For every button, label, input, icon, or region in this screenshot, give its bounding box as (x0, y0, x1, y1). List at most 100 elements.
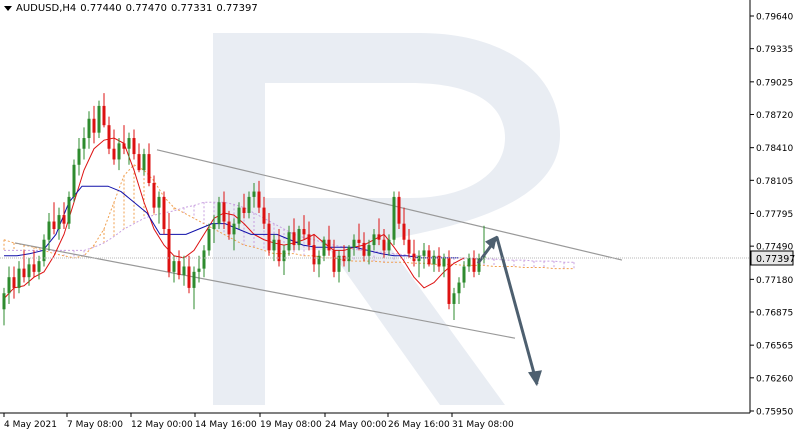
candle-body (227, 221, 231, 235)
candle-body (72, 164, 76, 197)
candle-body (187, 266, 191, 288)
dropdown-triangle-icon[interactable] (4, 5, 12, 11)
candle-body (362, 242, 366, 256)
candle-body (372, 234, 376, 246)
candle-body (472, 257, 476, 272)
candle-body (292, 232, 296, 246)
candle-body (212, 223, 216, 230)
close-value: 0.77397 (216, 3, 258, 14)
candle-body (242, 207, 246, 213)
high-value: 0.77470 (125, 3, 168, 14)
candle-body (452, 293, 456, 304)
open-value: 0.77440 (80, 3, 122, 14)
candle-body (312, 245, 316, 265)
current-price-text: 0.77397 (756, 254, 795, 265)
time-tick-label: 31 May 08:00 (452, 420, 514, 430)
candle-body (12, 277, 16, 288)
candle-body (247, 196, 251, 213)
candle-body (167, 229, 171, 272)
candle-body (97, 105, 101, 133)
candle-body (307, 234, 311, 246)
candlestick-series (2, 93, 486, 326)
candle-body (172, 261, 176, 272)
price-tick-label: 0.77180 (756, 276, 793, 286)
candle-body (377, 234, 381, 240)
time-tick-label: 24 May 00:00 (325, 420, 387, 430)
candle-body (177, 261, 181, 276)
candle-body (32, 264, 36, 272)
candle-body (252, 191, 256, 197)
chart-header: AUDUSD,H4 0.77440 0.77470 0.77331 0.77397 (4, 3, 262, 15)
candle-body (347, 247, 351, 262)
candle-body (192, 271, 196, 288)
time-tick-label: 14 May 16:00 (195, 420, 257, 430)
candle-body (397, 196, 401, 224)
price-tick-label: 0.76875 (756, 308, 793, 318)
candle-body (142, 154, 146, 171)
candle-body (277, 239, 281, 262)
candle-body (287, 232, 291, 251)
candle-body (82, 138, 86, 149)
candle-body (272, 239, 276, 251)
candle-body (262, 207, 266, 224)
candle-body (447, 257, 451, 304)
candle-body (392, 196, 396, 240)
candle-body (47, 221, 51, 240)
candle-body (152, 182, 156, 208)
price-tick-label: 0.79335 (756, 45, 793, 55)
watermark-logo (213, 33, 560, 405)
candle-body (37, 261, 41, 272)
candle-body (422, 250, 426, 256)
candle-body (132, 138, 136, 155)
candle-body (127, 138, 131, 149)
price-tick-label: 0.78410 (756, 144, 793, 154)
candle-body (332, 250, 336, 272)
candle-body (147, 154, 151, 183)
candle-body (42, 239, 46, 262)
time-tick-label: 4 May 2021 (4, 420, 57, 430)
candle-body (67, 196, 71, 224)
price-tick-label: 0.76260 (756, 374, 793, 384)
candle-body (182, 266, 186, 276)
candle-body (27, 264, 31, 278)
candle-body (382, 239, 386, 251)
candle-body (257, 191, 261, 208)
candle-body (107, 125, 111, 149)
candle-body (217, 202, 221, 224)
candle-body (437, 255, 441, 267)
candle-body (202, 250, 206, 269)
candle-body (467, 257, 471, 267)
forecast-arrows (476, 235, 542, 387)
candle-body (7, 277, 11, 294)
candle-body (327, 239, 331, 251)
candle-body (102, 105, 106, 126)
candle-body (457, 282, 461, 294)
price-tick-label: 0.77795 (756, 210, 793, 220)
forecast-down-arrowhead (528, 370, 542, 387)
price-tick-label: 0.77490 (756, 243, 793, 253)
candle-body (387, 239, 391, 251)
candle-body (427, 250, 431, 265)
candle-body (87, 118, 91, 139)
candle-body (22, 268, 26, 278)
candle-body (137, 154, 141, 171)
candle-body (462, 266, 466, 283)
candle-body (432, 255, 436, 265)
candle-body (337, 255, 341, 272)
watermark-letter (213, 33, 560, 405)
trend-channel (14, 149, 623, 339)
candle-body (317, 255, 321, 265)
candle-body (112, 148, 116, 160)
time-tick-label: 19 May 08:00 (260, 420, 322, 430)
candle-body (77, 148, 81, 165)
candle-body (477, 257, 481, 272)
candle-body (367, 245, 371, 256)
time-axis: 4 May 2021 7 May 08:00 12 May 00:00 14 May … (3, 413, 514, 430)
price-tick-label: 0.79025 (756, 78, 793, 88)
candle-body (162, 196, 166, 230)
candle-body (117, 143, 121, 160)
channel-upper-line (156, 149, 623, 261)
price-tick-label: 0.79640 (756, 13, 793, 23)
candle-body (282, 250, 286, 262)
